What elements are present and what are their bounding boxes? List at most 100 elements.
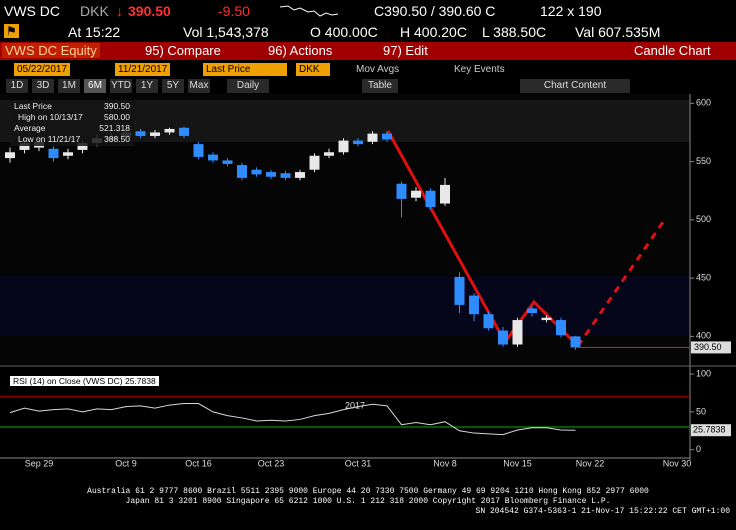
candle-body (440, 184, 450, 204)
period-button[interactable]: Max (188, 79, 210, 93)
candle-body (469, 295, 479, 315)
period-button[interactable]: 3D (32, 79, 54, 93)
candle-body (77, 142, 88, 150)
field[interactable]: Last Price (203, 63, 287, 76)
view-title: Candle Chart (634, 43, 711, 58)
period-button[interactable]: 1D (6, 79, 28, 93)
currency: DKK (80, 3, 109, 19)
toolbar: VWS DC Equity 95) Compare 96) Actions 97… (0, 42, 736, 60)
rsi-tag-label: 25.7838 (693, 425, 726, 435)
y-tick-label: 400 (696, 331, 711, 341)
legend-label: Low on 11/21/17 (18, 134, 81, 144)
candle-body (135, 131, 146, 136)
mov-avgs[interactable]: Mov Avgs (356, 64, 400, 75)
candle-body (63, 152, 73, 156)
y-tick-label: 100 (696, 368, 711, 378)
period-button[interactable]: 5Y (162, 79, 184, 93)
table-button[interactable]: Table (362, 79, 398, 93)
currency-select[interactable]: DKK (296, 63, 330, 76)
period-button[interactable]: YTD (110, 79, 132, 93)
controls-row: 05/22/2017 11/21/2017 Last Price DKK Mov… (0, 61, 736, 78)
candle-body (19, 142, 30, 150)
candle-body (208, 154, 218, 161)
legend: Last Price 390.50 High on 10/13/17 580.00 Av… (10, 100, 134, 146)
candle-body (266, 172, 276, 177)
start-date[interactable]: 05/22/2017 (14, 63, 71, 76)
candle-body (425, 190, 436, 208)
candle-body (237, 165, 247, 178)
rsi-legend: RSI (14) on Close (VWS DC) 25.7838 (10, 376, 159, 386)
candle-body (179, 127, 189, 136)
period-button[interactable]: 1M (58, 79, 80, 93)
candle-body (570, 336, 581, 348)
x-tick-label: Nov 8 (433, 458, 457, 468)
volume: Vol 1,543,378 (183, 24, 269, 40)
candle-body (324, 152, 334, 156)
legend-label: High on 10/13/17 (18, 112, 83, 122)
flag: ⚑ (4, 24, 19, 38)
candle-body (295, 172, 305, 178)
rsi-value: 25.7838 (124, 376, 156, 386)
legend-label: Average (14, 123, 46, 133)
candle-body (382, 133, 392, 140)
x-tick-label: Nov 15 (503, 458, 532, 468)
stats-row: ⚑ At 15:22 Vol 1,543,378 O 400.00C H 400… (0, 22, 736, 42)
candle-body (309, 155, 320, 170)
price-tag (691, 341, 731, 354)
chart-content-button[interactable]: Chart Content (520, 79, 630, 93)
candle-body (483, 314, 494, 329)
band (0, 276, 690, 336)
footer-line: Australia 61 2 9777 8600 Brazil 5511 239… (87, 487, 649, 496)
candle-body (48, 148, 59, 159)
candle-body (498, 330, 508, 345)
footer-line: Japan 81 3 3201 8900 Singapore 65 6212 1… (125, 497, 611, 506)
last-price: 390.50 (128, 3, 171, 19)
quote-row: VWS DC DKK ↓ 390.50 -9.50 C390.50 / 390.… (0, 0, 736, 22)
x-tick-label: Nov 30 (663, 458, 692, 468)
period-row: Daily Table Chart Content 1D 3D 1M 6M YTD 1Y 5… (0, 79, 736, 94)
year-label: 2017 (345, 400, 365, 410)
y-tick-label: 550 (696, 156, 711, 166)
y-tick-label: 50 (696, 406, 706, 416)
security[interactable]: VWS DC Equity (2, 43, 100, 58)
legend-value: 390.50 (104, 101, 130, 111)
end-date[interactable]: 11/21/2017 (115, 63, 171, 76)
candle-body (251, 169, 262, 175)
change: -9.50 (218, 3, 250, 19)
sparkline (280, 5, 339, 17)
actions-button[interactable]: 96) Actions (268, 43, 333, 58)
candle-body (396, 183, 407, 199)
price-tag-label: 390.50 (694, 342, 722, 352)
candle-body (541, 317, 552, 321)
period-button[interactable]: 1Y (136, 79, 158, 93)
time: At 15:22 (68, 24, 121, 40)
open: O 400.00C (310, 24, 378, 40)
x-tick-label: Oct 31 (345, 458, 372, 468)
key-events[interactable]: Key Events (454, 64, 505, 75)
size: 122 x 190 (540, 3, 602, 19)
candle-body (367, 133, 378, 142)
frequency[interactable]: Daily (227, 79, 269, 93)
bid-ask: C390.50 / 390.60 C (374, 3, 496, 19)
y-tick-label: 500 (696, 214, 711, 224)
period-button[interactable]: 6M (84, 79, 106, 93)
candle-body (222, 160, 233, 164)
x-tick-label: Nov 22 (576, 458, 605, 468)
legend-label: Last Price (14, 101, 52, 111)
value: Val 607.535M (575, 24, 661, 40)
candle-body (454, 276, 465, 305)
candle-body (280, 173, 291, 178)
edit-button[interactable]: 97) Edit (383, 43, 428, 58)
x-tick-label: Oct 23 (258, 458, 285, 468)
x-tick-label: Oct 16 (185, 458, 212, 468)
rsi-line (9, 403, 576, 436)
footer-line: SN 204542 G374-5363-1 21-Nov-17 15:22:22… (475, 507, 730, 516)
compare-button[interactable]: 95) Compare (145, 43, 221, 58)
candle-body (411, 190, 421, 198)
low: L 388.50C (482, 24, 547, 40)
rsi-tag (691, 424, 731, 437)
legend-value: 388.50 (104, 134, 130, 144)
high: H 400.20C (400, 24, 467, 40)
